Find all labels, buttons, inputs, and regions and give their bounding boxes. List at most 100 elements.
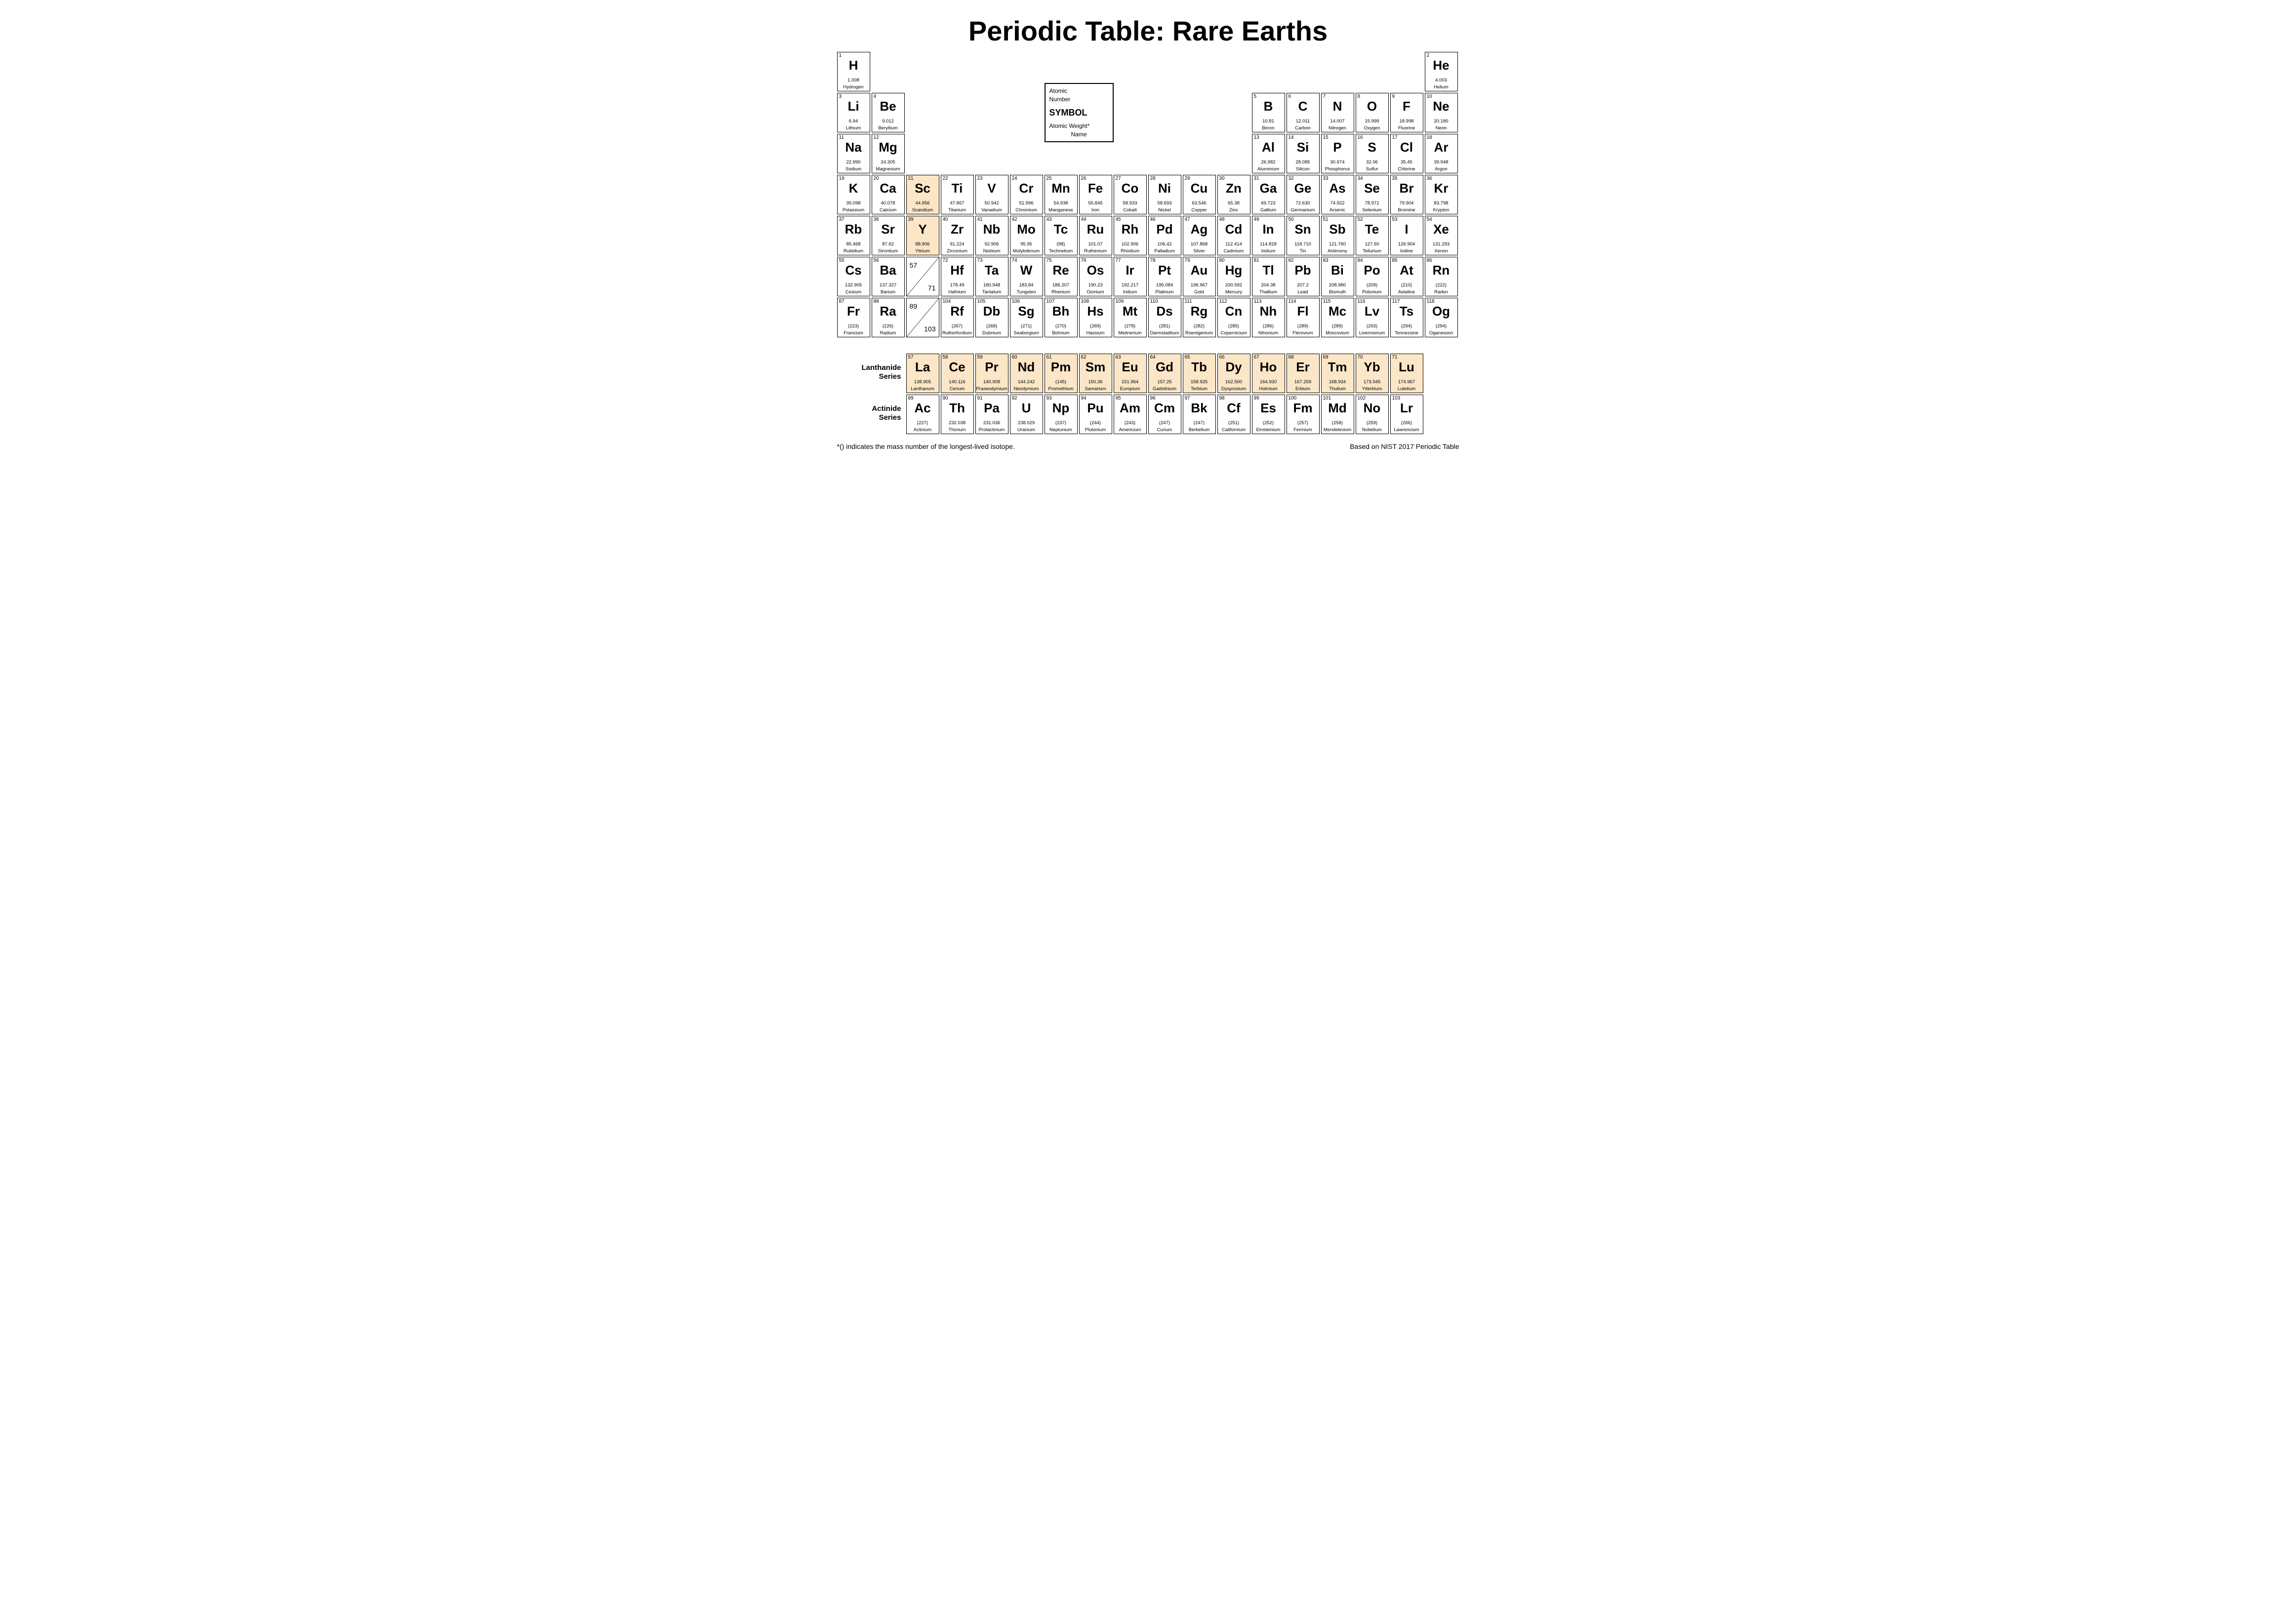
element-symbol: F	[1391, 99, 1423, 114]
element-Bk: 97Bk(247)Berkelium	[1183, 395, 1216, 434]
element-Be: 4Be9.012Beryllium	[872, 93, 905, 132]
element-name: Strontium	[872, 248, 904, 254]
element-Pa: 91Pa231.036Protactinium	[975, 395, 1008, 434]
element-name: Hafnium	[941, 289, 973, 295]
element-Ts: 117Ts(294)Tennessine	[1390, 298, 1423, 337]
element-Al: 13Al26.982Aluminium	[1252, 134, 1285, 173]
atomic-weight: 63.546	[1183, 201, 1215, 206]
atomic-weight: 32.06	[1356, 160, 1388, 165]
element-symbol: W	[1010, 263, 1043, 278]
element-symbol: Ir	[1114, 263, 1146, 278]
atomic-weight: 69.723	[1252, 201, 1285, 206]
element-symbol: Ds	[1149, 304, 1181, 319]
atomic-weight: (247)	[1149, 420, 1181, 426]
element-symbol: Sn	[1287, 222, 1319, 237]
element-symbol: At	[1391, 263, 1423, 278]
element-name: Lithium	[838, 125, 870, 131]
atomic-weight: 200.592	[1218, 282, 1250, 288]
element-name: Gallium	[1252, 207, 1285, 213]
atomic-weight: 15.999	[1356, 119, 1388, 124]
element-symbol: Te	[1356, 222, 1388, 237]
element-Pm: 61Pm(145)Promethium	[1045, 354, 1078, 393]
atomic-weight: (258)	[1322, 420, 1354, 426]
element-name: Cerium	[941, 386, 973, 392]
element-name: Germanium	[1287, 207, 1319, 213]
element-symbol: Ba	[872, 263, 904, 278]
atomic-weight: 157.25	[1149, 379, 1181, 385]
element-Co: 27Co58.933Cobalt	[1114, 175, 1147, 214]
element-symbol: I	[1391, 222, 1423, 237]
atomic-weight: (282)	[1183, 323, 1215, 329]
element-name: Gadolinium	[1149, 386, 1181, 392]
element-name: Astatine	[1391, 289, 1423, 295]
atomic-weight: 207.2	[1287, 282, 1319, 288]
page-title: Periodic Table: Rare Earths	[15, 15, 2281, 47]
element-symbol: Sr	[872, 222, 904, 237]
element-Np: 93Np(237)Neptunium	[1045, 395, 1078, 434]
element-name: Copper	[1183, 207, 1215, 213]
element-name: Zirconium	[941, 248, 973, 254]
element-symbol: Es	[1252, 401, 1285, 416]
element-name: Dysprosium	[1218, 386, 1250, 392]
element-name: Cadmium	[1218, 248, 1250, 254]
element-Cn: 112Cn(285)Copernicium	[1217, 298, 1250, 337]
element-symbol: Nh	[1252, 304, 1285, 319]
footnote-right: Based on NIST 2017 Periodic Table	[1350, 442, 1459, 450]
atomic-weight: 101.07	[1080, 241, 1112, 247]
element-symbol: Ac	[907, 401, 939, 416]
element-name: Francium	[838, 330, 870, 336]
element-name: Hassium	[1080, 330, 1112, 336]
element-Lu: 71Lu174.967Lutetium	[1390, 354, 1423, 393]
atomic-weight: 20.180	[1425, 119, 1457, 124]
element-symbol: Si	[1287, 140, 1319, 155]
element-symbol: Am	[1114, 401, 1146, 416]
element-Os: 76Os190.23Osmium	[1079, 257, 1112, 296]
element-V: 23V50.942Vanadium	[975, 175, 1008, 214]
element-name: Roentgenium	[1183, 330, 1215, 336]
atomic-weight: 88.906	[907, 241, 939, 247]
atomic-weight: (259)	[1356, 420, 1388, 426]
element-Tc: 43Tc(98)Technetium	[1045, 216, 1078, 255]
placeholder-end: 71	[928, 284, 936, 292]
element-symbol: Rf	[941, 304, 973, 319]
atomic-weight: 102.906	[1114, 241, 1146, 247]
atomic-weight: 127.60	[1356, 241, 1388, 247]
atomic-weight: 26.982	[1252, 160, 1285, 165]
element-symbol: Ag	[1183, 222, 1215, 237]
element-name: Neodymium	[1010, 386, 1043, 392]
element-symbol: Tl	[1252, 263, 1285, 278]
element-name: Magnesium	[872, 166, 904, 172]
element-Hf: 72Hf178.49Hafnium	[941, 257, 974, 296]
atomic-weight: (294)	[1391, 323, 1423, 329]
element-Mn: 25Mn54.938Manganese	[1045, 175, 1078, 214]
element-symbol: Ho	[1252, 360, 1285, 375]
element-name: Gold	[1183, 289, 1215, 295]
element-symbol: La	[907, 360, 939, 375]
atomic-weight: 138.905	[907, 379, 939, 385]
element-B: 5B10.81Boron	[1252, 93, 1285, 132]
element-name: Titanium	[941, 207, 973, 213]
element-Ge: 32Ge72.630Germanium	[1287, 175, 1320, 214]
atomic-weight: 167.259	[1287, 379, 1319, 385]
element-Nd: 60Nd144.242Neodymium	[1010, 354, 1043, 393]
element-name: Silicon	[1287, 166, 1319, 172]
element-symbol: V	[976, 181, 1008, 196]
element-symbol: Pb	[1287, 263, 1319, 278]
element-name: Neon	[1425, 125, 1457, 131]
legend-weight: Atomic Weight*	[1049, 122, 1109, 130]
element-name: Radium	[872, 330, 904, 336]
element-Cf: 98Cf(251)Californium	[1217, 395, 1250, 434]
element-name: Promethium	[1045, 386, 1077, 392]
element-name: Thorium	[941, 427, 973, 433]
element-Mc: 115Mc(289)Moscovium	[1321, 298, 1354, 337]
atomic-weight: 168.934	[1322, 379, 1354, 385]
element-name: Lanthanum	[907, 386, 939, 392]
element-Fr: 87Fr(223)Francium	[837, 298, 870, 337]
element-symbol: Cu	[1183, 181, 1215, 196]
element-Th: 90Th232.038Thorium	[941, 395, 974, 434]
element-symbol: H	[838, 58, 870, 73]
element-name: Silver	[1183, 248, 1215, 254]
atomic-weight: 12.011	[1287, 119, 1319, 124]
element-Hg: 80Hg200.592Mercury	[1217, 257, 1250, 296]
element-symbol: As	[1322, 181, 1354, 196]
